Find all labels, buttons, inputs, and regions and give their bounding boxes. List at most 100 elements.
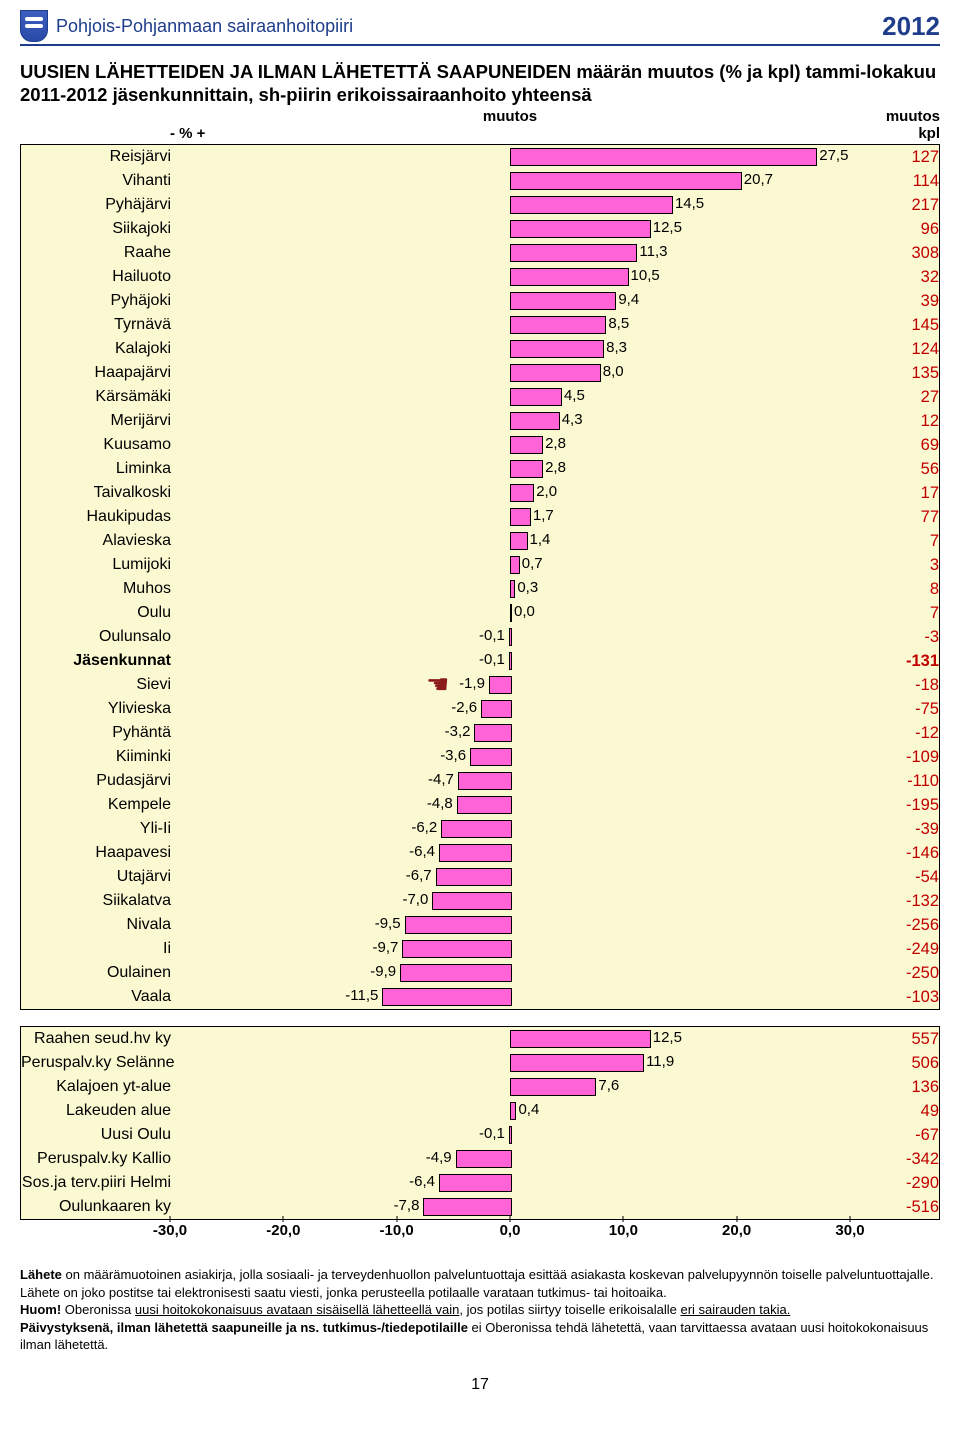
row-label: Ylivieska <box>21 700 177 718</box>
row-label: Muhos <box>21 580 177 598</box>
row-kpl: -132 <box>843 892 939 911</box>
bar-value: 0,4 <box>518 1101 539 1118</box>
bar-value: -3,2 <box>445 723 471 740</box>
chart-row: Ii-9,7-249 <box>21 937 939 961</box>
bar-value: 4,3 <box>562 411 583 428</box>
chart-row: Haapajärvi8,0135 <box>21 361 939 385</box>
bar-cell: -3,6 <box>177 745 843 769</box>
row-kpl: 145 <box>843 316 939 335</box>
chart-row: Raahe11,3308 <box>21 241 939 265</box>
chart-row: Nivala-9,5-256 <box>21 913 939 937</box>
bar-cell: -3,2 <box>177 721 843 745</box>
bar-cell: 0,0 <box>177 601 843 625</box>
bar-cell: 12,5 <box>177 1027 843 1051</box>
bar <box>489 676 512 694</box>
bar-cell: -6,7 <box>177 865 843 889</box>
x-tick-label: 0,0 <box>500 1222 521 1239</box>
bar-value: -0,1 <box>479 1125 505 1142</box>
bar <box>509 628 512 646</box>
bar <box>400 964 512 982</box>
bar <box>510 292 616 310</box>
chart-row: Oulu0,07 <box>21 601 939 625</box>
row-kpl: -75 <box>843 700 939 719</box>
bar <box>439 844 512 862</box>
row-label: Kalajoen yt-alue <box>21 1078 177 1096</box>
bar-value: 9,4 <box>618 291 639 308</box>
chart-row: Vaala-11,5-103 <box>21 985 939 1009</box>
bar <box>510 484 534 502</box>
chart-row: Lumijoki0,73 <box>21 553 939 577</box>
bar <box>510 220 651 238</box>
bar-value: -6,4 <box>409 1173 435 1190</box>
bar-cell: 2,0 <box>177 481 843 505</box>
x-tick-label: -30,0 <box>153 1222 187 1239</box>
bar <box>457 796 512 814</box>
row-kpl: 39 <box>843 292 939 311</box>
bar-value: -6,4 <box>409 843 435 860</box>
bar-cell: -6,4 <box>177 1171 843 1195</box>
row-label: Peruspalv.ky Selänne <box>21 1054 177 1072</box>
bar <box>458 772 512 790</box>
chart-row: Pyhäjoki9,439 <box>21 289 939 313</box>
row-label: Nivala <box>21 916 177 934</box>
bar-cell: -9,5 <box>177 913 843 937</box>
row-kpl: -12 <box>843 724 939 743</box>
bar-value: 8,0 <box>603 363 624 380</box>
row-kpl: 32 <box>843 268 939 287</box>
bar-cell: 8,5 <box>177 313 843 337</box>
row-label: Yli-Ii <box>21 820 177 838</box>
bar <box>510 388 562 406</box>
chart-row: Alavieska1,47 <box>21 529 939 553</box>
row-label: Vaala <box>21 988 177 1006</box>
bar <box>510 532 528 550</box>
row-kpl: 49 <box>843 1102 939 1121</box>
chart-row: Yli-Ii-6,2-39 <box>21 817 939 841</box>
bar <box>470 748 512 766</box>
bar-cell: -7,0 <box>177 889 843 913</box>
bar <box>510 580 515 598</box>
chart-row: Liminka2,856 <box>21 457 939 481</box>
bar-value: 2,8 <box>545 435 566 452</box>
bar <box>510 556 520 574</box>
bar <box>510 1030 651 1048</box>
row-label: Oulainen <box>21 964 177 982</box>
bar-cell: -4,8 <box>177 793 843 817</box>
chart-row: Vihanti20,7114 <box>21 169 939 193</box>
row-label: Pyhäntä <box>21 724 177 742</box>
bar-value: 7,6 <box>598 1077 619 1094</box>
chart-row: Oulunsalo-0,1-3 <box>21 625 939 649</box>
fn-1a: Lähete <box>20 1267 62 1282</box>
footnote: Lähete on määrämuotoinen asiakirja, joll… <box>20 1266 940 1354</box>
row-label: Liminka <box>21 460 177 478</box>
x-tick-label: -10,0 <box>380 1222 414 1239</box>
chart-row: Utajärvi-6,7-54 <box>21 865 939 889</box>
bar <box>510 364 601 382</box>
row-label: Alavieska <box>21 532 177 550</box>
fn-1b: on määrämuotoinen asiakirja, jolla sosia… <box>20 1267 933 1300</box>
row-kpl: 135 <box>843 364 939 383</box>
plot-main: Reisjärvi27,5127Vihanti20,7114Pyhäjärvi1… <box>20 144 940 1010</box>
bar <box>439 1174 512 1192</box>
bar <box>510 148 817 166</box>
row-kpl: 96 <box>843 220 939 239</box>
bar-value: 12,5 <box>653 1029 682 1046</box>
x-tick-label: 10,0 <box>609 1222 638 1239</box>
bar <box>456 1150 512 1168</box>
col-right2: kpl <box>850 125 940 142</box>
fn-2u1: uusi hoitokokonaisuus avataan sisäisellä… <box>135 1302 460 1317</box>
bar <box>510 508 531 526</box>
bar-cell: -2,6 <box>177 697 843 721</box>
row-label: Vihanti <box>21 172 177 190</box>
row-kpl: 7 <box>843 604 939 623</box>
row-kpl: 124 <box>843 340 939 359</box>
row-kpl: -249 <box>843 940 939 959</box>
bar-value: -9,7 <box>372 939 398 956</box>
row-kpl: -67 <box>843 1126 939 1145</box>
bar-cell: -11,5 <box>177 985 843 1009</box>
chart-row: Peruspalv.ky Kallio-4,9-342 <box>21 1147 939 1171</box>
chart-row: Hailuoto10,532 <box>21 265 939 289</box>
chart-row: Raahen seud.hv ky12,5557 <box>21 1027 939 1051</box>
chart-row: Pyhäjärvi14,5217 <box>21 193 939 217</box>
bar-cell: -4,7 <box>177 769 843 793</box>
bar-value: -7,8 <box>394 1197 420 1214</box>
